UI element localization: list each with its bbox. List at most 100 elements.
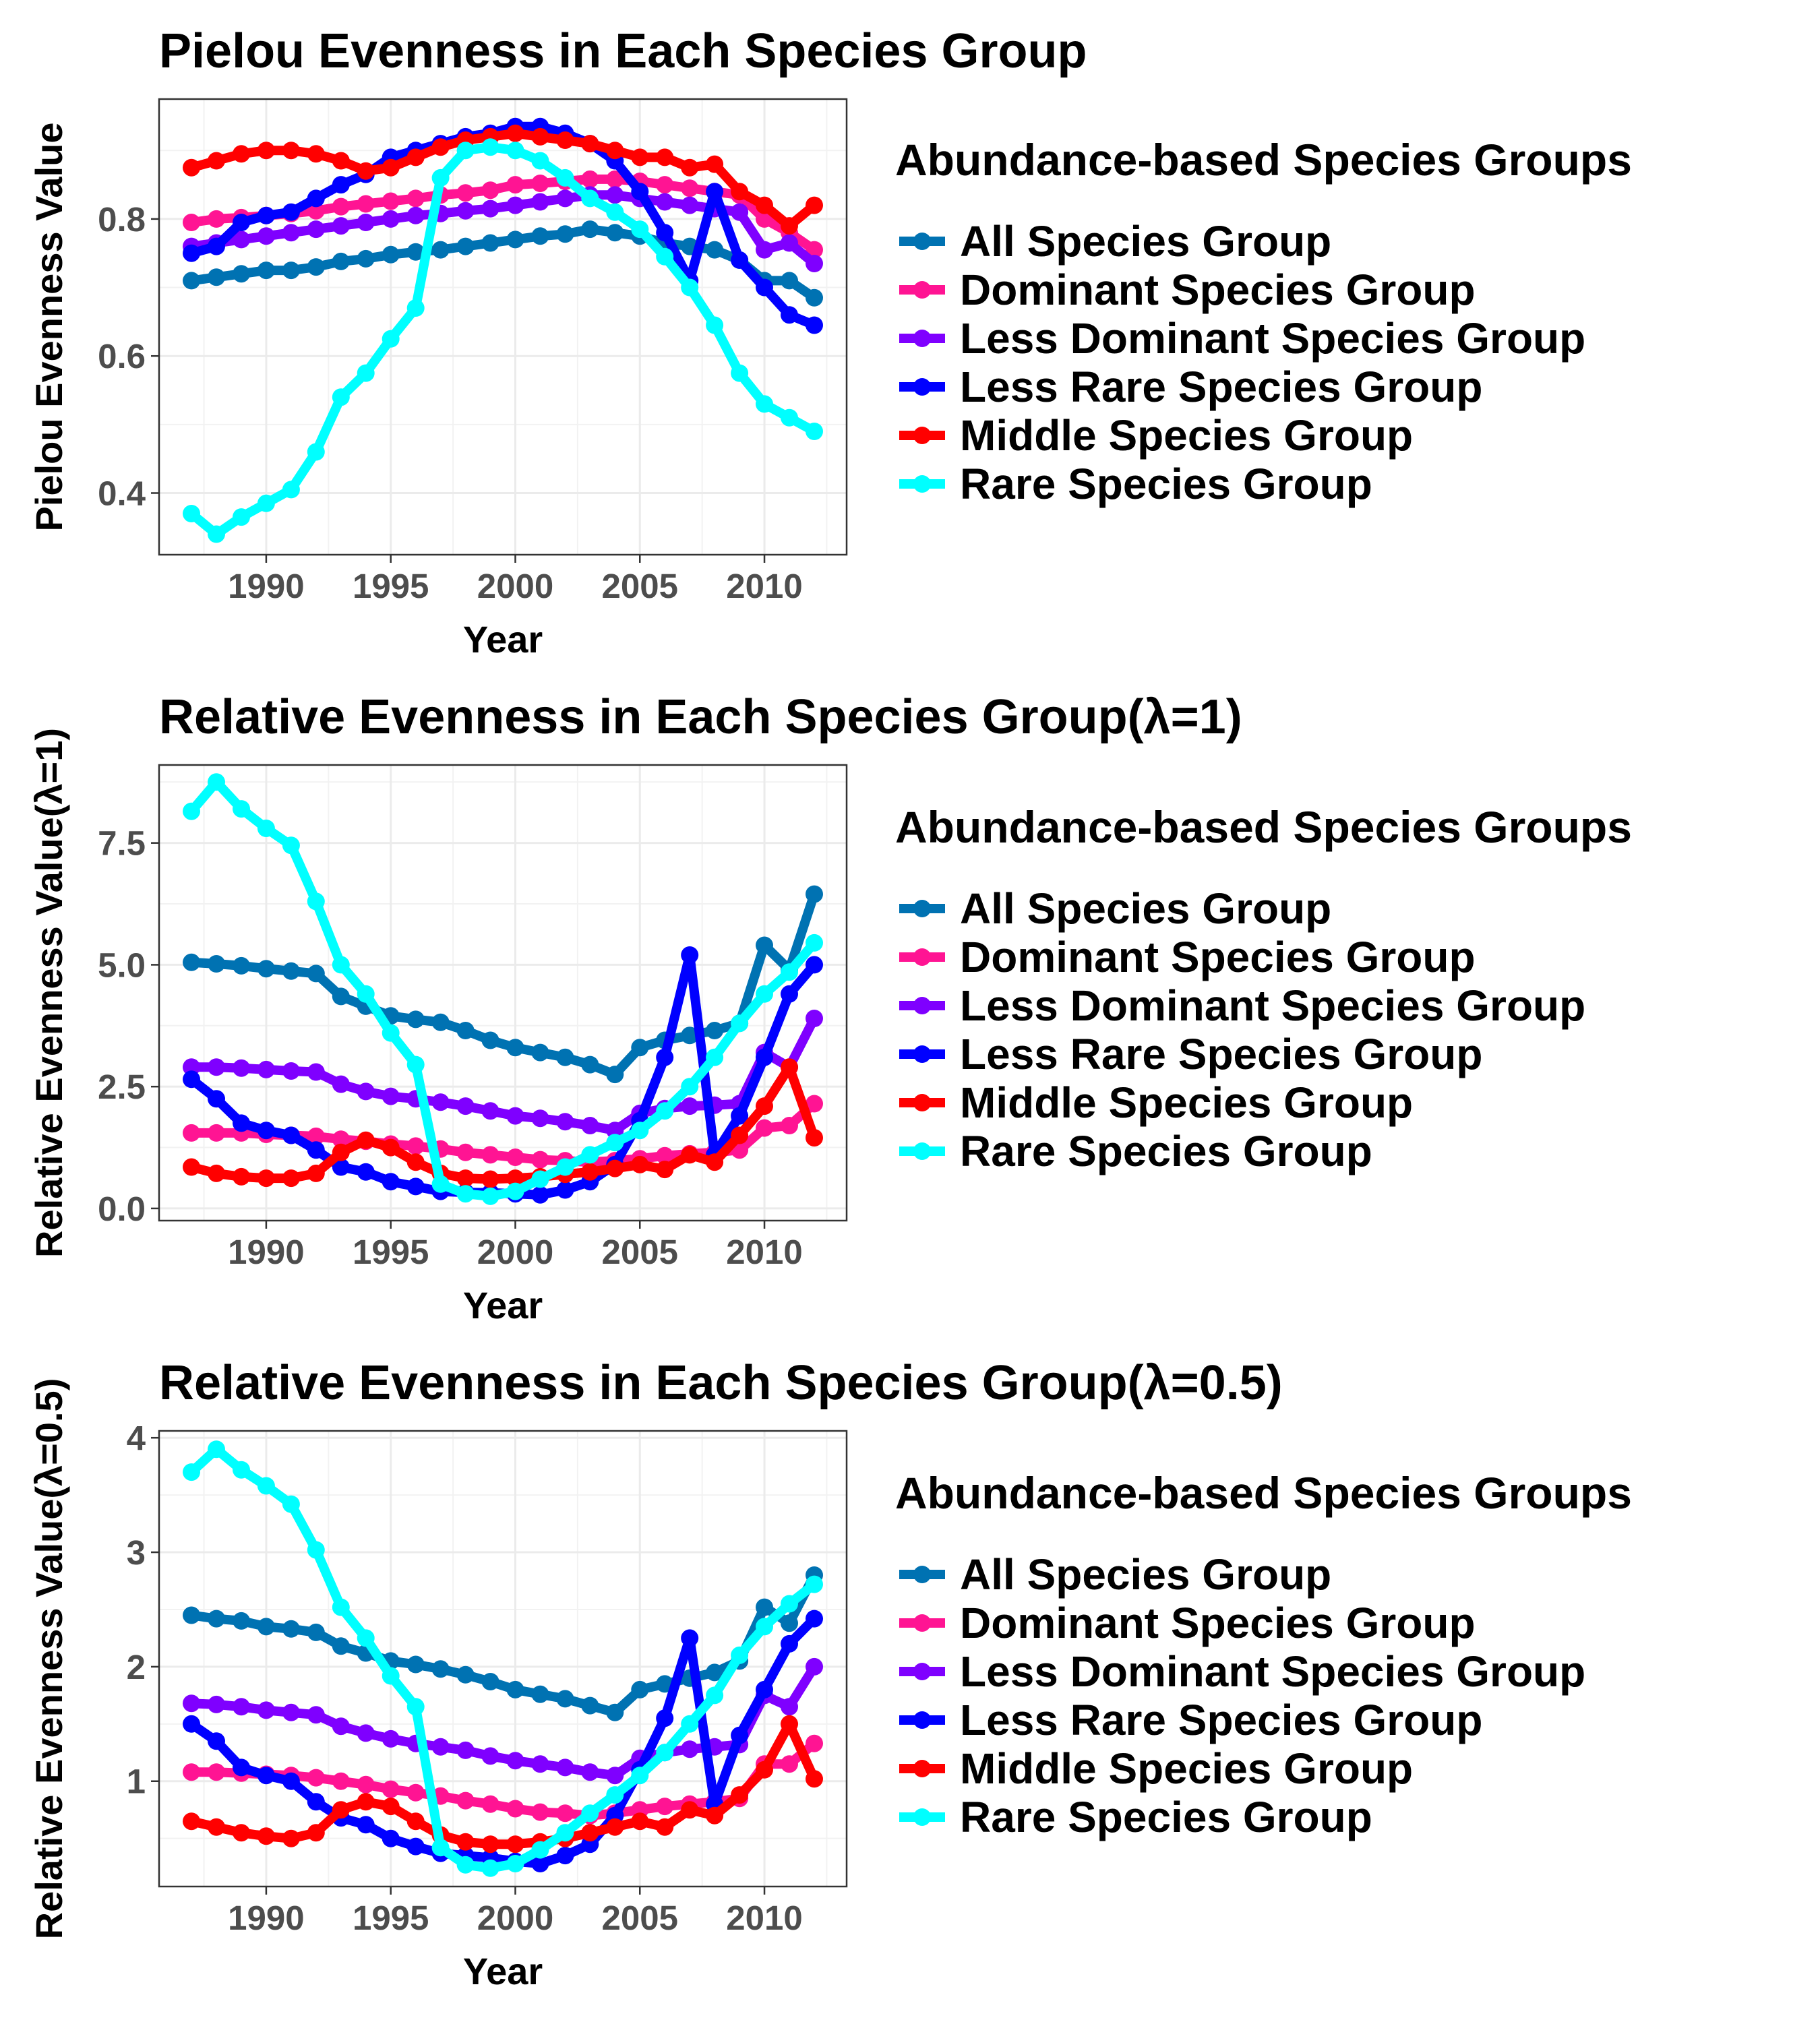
data-point bbox=[506, 1169, 524, 1188]
data-point bbox=[806, 1575, 823, 1593]
legend-key-point bbox=[913, 475, 931, 493]
data-point bbox=[357, 985, 375, 1003]
plot-background bbox=[159, 99, 847, 555]
data-point bbox=[208, 1732, 225, 1750]
data-point bbox=[531, 193, 549, 211]
data-point bbox=[531, 1043, 549, 1062]
data-point bbox=[257, 1060, 275, 1078]
data-point bbox=[233, 1167, 250, 1186]
y-tick-label: 4 bbox=[127, 1419, 146, 1457]
data-point bbox=[183, 505, 200, 522]
data-point bbox=[756, 1618, 773, 1636]
data-point bbox=[357, 364, 375, 382]
data-point bbox=[208, 1695, 225, 1713]
chart-title: Relative Evenness in Each Species Group(… bbox=[159, 690, 1242, 744]
data-point bbox=[307, 1063, 325, 1081]
data-point bbox=[806, 956, 823, 974]
data-point bbox=[706, 1806, 724, 1825]
data-point bbox=[257, 1477, 275, 1495]
data-point bbox=[656, 1818, 674, 1836]
data-point bbox=[781, 1715, 798, 1733]
data-point bbox=[282, 142, 300, 160]
data-point bbox=[257, 206, 275, 224]
data-point bbox=[382, 245, 400, 264]
data-point bbox=[481, 1795, 499, 1813]
data-point bbox=[756, 1598, 773, 1616]
legend-label: Less Rare Species Group bbox=[960, 1030, 1482, 1078]
legend-label: Dominant Species Group bbox=[960, 1599, 1476, 1647]
data-point bbox=[183, 158, 200, 177]
data-point bbox=[257, 820, 275, 837]
data-point bbox=[332, 197, 350, 216]
data-point bbox=[307, 1793, 325, 1811]
legend-label: Middle Species Group bbox=[960, 1078, 1413, 1127]
data-point bbox=[332, 176, 350, 194]
data-point bbox=[183, 244, 200, 262]
data-point bbox=[606, 1066, 624, 1084]
data-point bbox=[183, 1606, 200, 1624]
data-point bbox=[756, 1048, 773, 1066]
legend-item-all-species-group: All Species Group bbox=[899, 1550, 1331, 1599]
data-point bbox=[781, 217, 798, 235]
data-point bbox=[332, 252, 350, 270]
data-point bbox=[183, 1070, 200, 1089]
data-point bbox=[481, 1673, 499, 1690]
data-point bbox=[781, 306, 798, 324]
data-point bbox=[556, 1804, 574, 1822]
data-point bbox=[481, 1187, 499, 1205]
x-tick-label: 1995 bbox=[353, 1899, 429, 1937]
data-point bbox=[406, 1783, 425, 1802]
data-point bbox=[681, 1715, 699, 1733]
legend-key-point bbox=[913, 1094, 931, 1111]
data-point bbox=[431, 1839, 450, 1857]
data-point bbox=[706, 1048, 724, 1066]
data-point bbox=[332, 1637, 350, 1655]
data-point bbox=[257, 1701, 275, 1719]
data-point bbox=[506, 1752, 524, 1770]
x-axis: 1990 1995 2000 2005 2010 bbox=[228, 555, 803, 605]
data-point bbox=[681, 946, 699, 964]
data-point bbox=[531, 227, 549, 245]
y-tick-label: 1 bbox=[127, 1763, 146, 1801]
data-point bbox=[631, 1767, 649, 1785]
data-point bbox=[706, 155, 724, 173]
data-point bbox=[781, 272, 798, 290]
legend-item-middle-species-group: Middle Species Group bbox=[899, 1744, 1413, 1793]
legend-label: Rare Species Group bbox=[960, 460, 1372, 508]
legend-label: Dominant Species Group bbox=[960, 266, 1476, 314]
x-tick-label: 1990 bbox=[228, 1899, 304, 1937]
data-point bbox=[556, 168, 574, 187]
data-point bbox=[506, 1835, 524, 1854]
data-point bbox=[456, 1143, 475, 1161]
data-point bbox=[531, 1803, 549, 1821]
data-point bbox=[506, 124, 524, 142]
legend-key-point bbox=[913, 1808, 931, 1826]
data-point bbox=[806, 1095, 823, 1113]
data-point bbox=[806, 255, 823, 272]
data-point bbox=[233, 956, 250, 975]
data-point bbox=[781, 1117, 798, 1134]
data-point bbox=[282, 1495, 300, 1513]
data-point bbox=[756, 196, 773, 214]
data-point bbox=[282, 836, 300, 855]
data-point bbox=[332, 152, 350, 170]
data-point bbox=[208, 152, 225, 170]
data-point bbox=[606, 1159, 624, 1177]
data-point bbox=[781, 1058, 798, 1076]
data-point bbox=[307, 1164, 325, 1182]
data-point bbox=[307, 964, 325, 983]
data-point bbox=[307, 189, 325, 208]
x-tick-label: 1990 bbox=[228, 567, 304, 605]
data-point bbox=[781, 963, 798, 981]
data-point bbox=[581, 189, 599, 208]
data-point bbox=[556, 1847, 574, 1865]
x-tick-label: 2005 bbox=[602, 1233, 678, 1271]
data-point bbox=[481, 1747, 499, 1765]
legend-key-point bbox=[913, 1711, 931, 1729]
data-point bbox=[233, 800, 250, 818]
legend-item-less-dominant-species-group: Less Dominant Species Group bbox=[899, 1647, 1585, 1696]
data-point bbox=[357, 195, 375, 213]
data-point bbox=[183, 1694, 200, 1713]
data-point bbox=[531, 127, 549, 146]
data-point bbox=[208, 773, 225, 791]
